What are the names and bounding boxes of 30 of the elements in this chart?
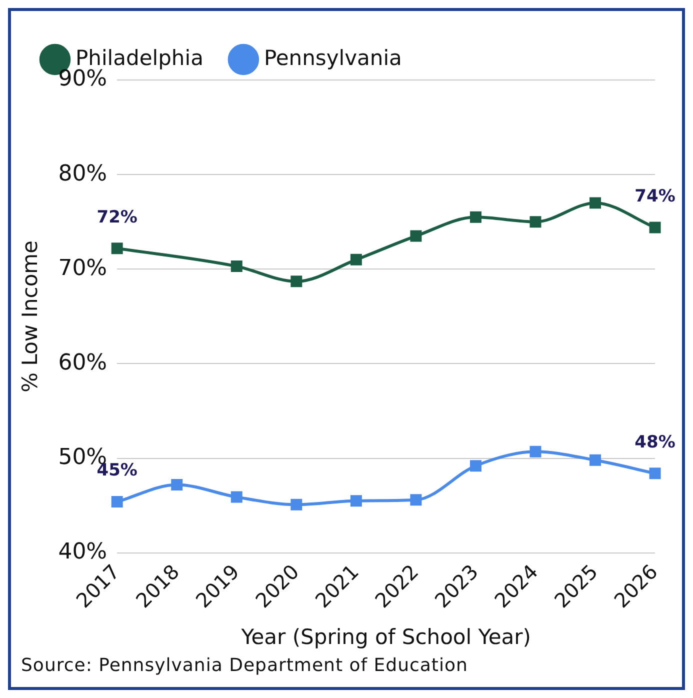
point [171,479,183,490]
point [350,495,362,507]
source-note: Source: Pennsylvania Department of Education [21,655,469,676]
point [410,230,422,242]
annotation: 48% [634,432,676,452]
y-axis-title: % Low Income [18,240,42,392]
y-tick-label: 40% [58,540,108,565]
point [290,498,302,510]
point [530,216,542,228]
legend-label: Pennsylvania [264,46,402,70]
annotation: 72% [96,207,138,228]
annotation: 74% [634,186,676,206]
point [470,211,482,223]
point [649,468,661,480]
point [470,460,482,472]
point [230,491,242,503]
y-tick-label: 80% [58,161,108,186]
point [290,276,302,288]
y-tick-label: 70% [58,256,108,281]
point [111,242,123,254]
point [410,494,422,506]
point [230,260,242,272]
point [530,446,542,458]
point [649,222,661,234]
point [350,254,362,266]
point [590,197,601,209]
x-axis-title: Year (Spring of School Year) [240,624,531,649]
point [111,496,123,508]
point [590,454,601,466]
y-tick-label: 60% [58,350,108,376]
